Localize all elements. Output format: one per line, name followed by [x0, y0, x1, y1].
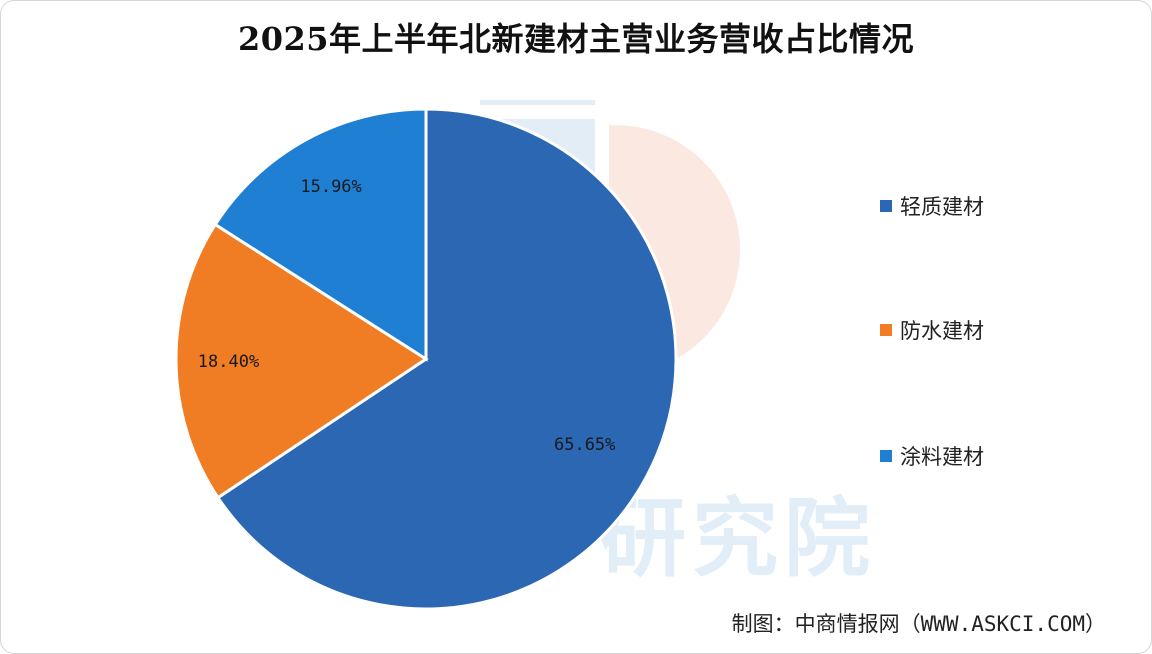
pie-slice	[213, 107, 428, 362]
legend-label: 防水建材	[900, 319, 984, 343]
source-note: 制图：中商情报网（WWW.ASKCI.COM）	[731, 612, 1106, 636]
legend-swatch	[880, 450, 892, 462]
legend-swatch	[880, 200, 892, 212]
pie-slice	[174, 222, 429, 500]
legend-item-coating: 涂料建材	[880, 441, 984, 471]
legend-label: 涂料建材	[900, 445, 984, 469]
legend-label: 轻质建材	[900, 195, 984, 219]
legend: 轻质建材 防水建材 涂料建材	[880, 0, 1120, 654]
watermark-text: 研究院	[600, 489, 876, 589]
pie-slice-label: 18.40%	[198, 352, 259, 372]
pie-slice-label: 15.96%	[300, 177, 361, 197]
legend-item-waterproof: 防水建材	[880, 315, 984, 345]
pie-slice	[215, 107, 678, 611]
legend-swatch	[880, 324, 892, 336]
chart-title: 2025年上半年北新建材主营业务营收占比情况	[237, 20, 915, 58]
pie-slice-label: 65.65%	[554, 435, 615, 455]
legend-item-light-weight: 轻质建材	[880, 191, 984, 221]
